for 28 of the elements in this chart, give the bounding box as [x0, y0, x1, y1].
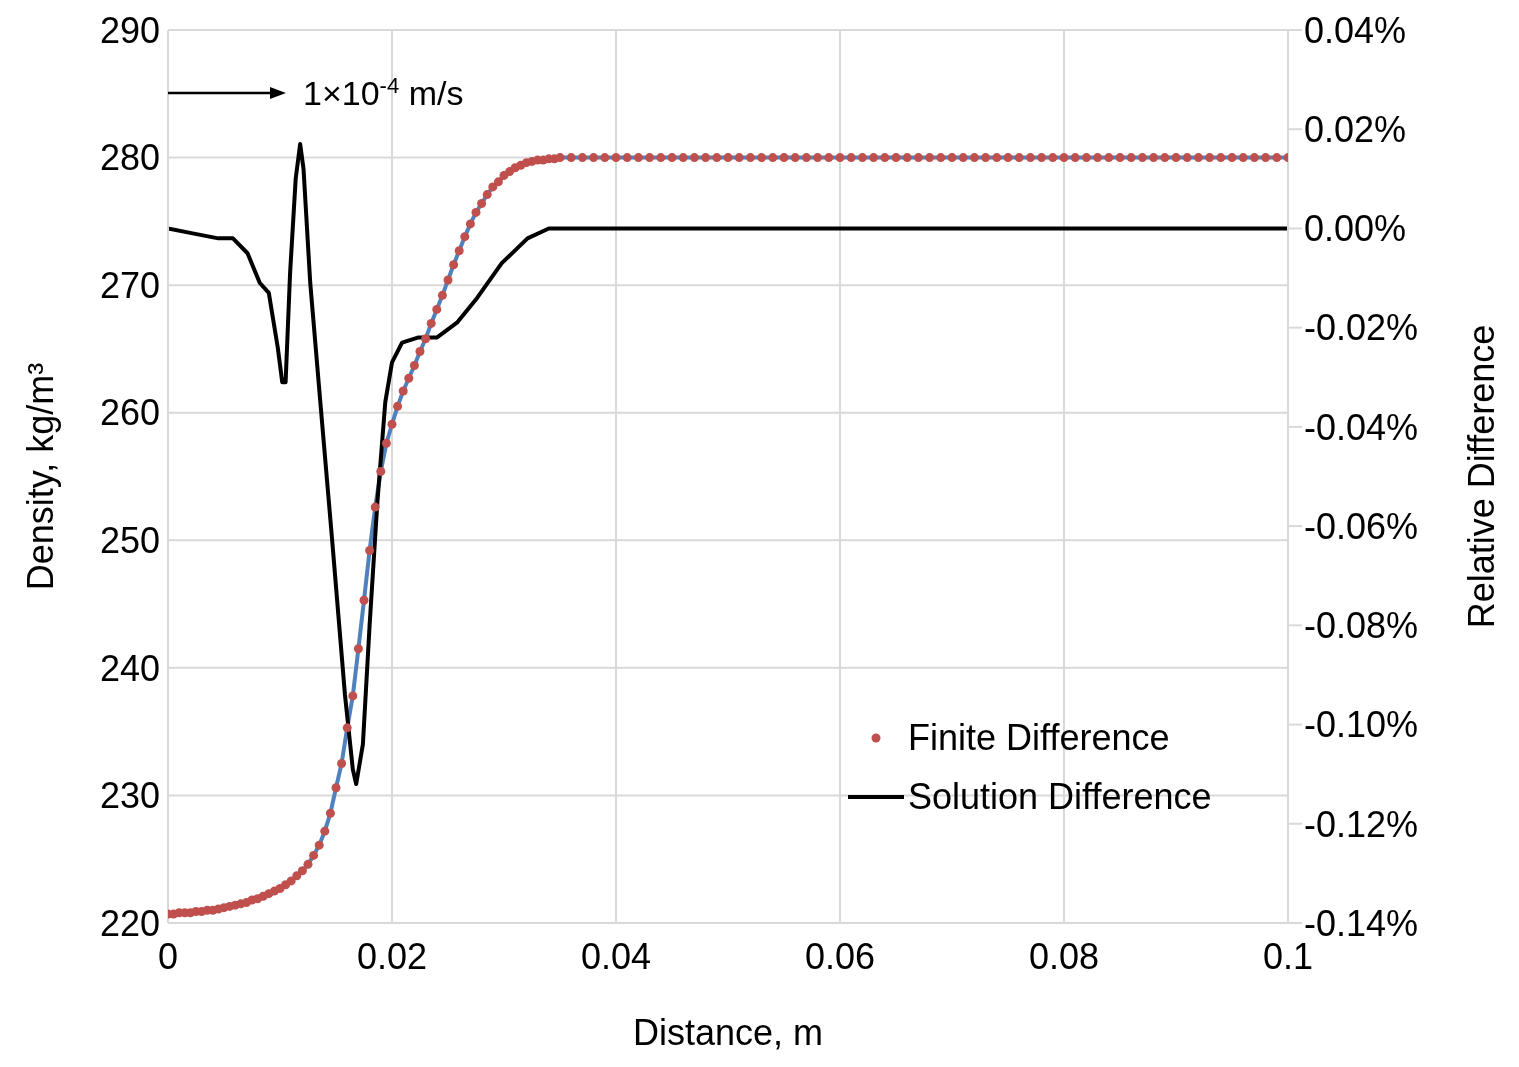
- y-tick-label: 280: [99, 137, 160, 179]
- legend-label: Solution Difference: [908, 775, 1212, 819]
- x-axis-title: Distance, m: [632, 1012, 824, 1053]
- y-tick-label: 250: [99, 520, 160, 562]
- x-tick-label: 0.02: [356, 935, 428, 977]
- y-tick-label: 270: [99, 264, 160, 306]
- y2-tick-label: 0.02%: [1304, 109, 1407, 150]
- y-axis-title: Density, kg/m³: [19, 362, 61, 591]
- x-tick-label: 0.06: [804, 935, 876, 977]
- y2-axis-title: Relative Difference: [1460, 324, 1502, 629]
- legend-label: Finite Difference: [908, 716, 1170, 760]
- x-tick-label: 0: [157, 935, 179, 977]
- x-tick-label: 0.04: [580, 935, 652, 977]
- y2-tick-label: 0.04%: [1304, 9, 1407, 51]
- y-tick-label: 290: [99, 9, 160, 51]
- x-tick-label: 0.08: [1028, 935, 1100, 977]
- y2-tick-label: 0.00%: [1304, 208, 1407, 250]
- y2-tick-label: -0.10%: [1304, 704, 1419, 746]
- y-tick-label: 230: [99, 775, 160, 817]
- y-tick-label: 260: [99, 392, 160, 434]
- y2-tick-label: -0.12%: [1304, 803, 1419, 845]
- y2-tick-label: -0.04%: [1304, 406, 1419, 448]
- y-tick-label: 240: [99, 647, 160, 689]
- y-tick-label: 220: [99, 902, 160, 944]
- y2-tick-label: -0.06%: [1304, 505, 1419, 547]
- annotation: 1×10$^{-4}$ m/s: [303, 72, 464, 112]
- y2-tick-label: -0.02%: [1304, 307, 1419, 349]
- y2-tick-label: -0.08%: [1304, 605, 1419, 647]
